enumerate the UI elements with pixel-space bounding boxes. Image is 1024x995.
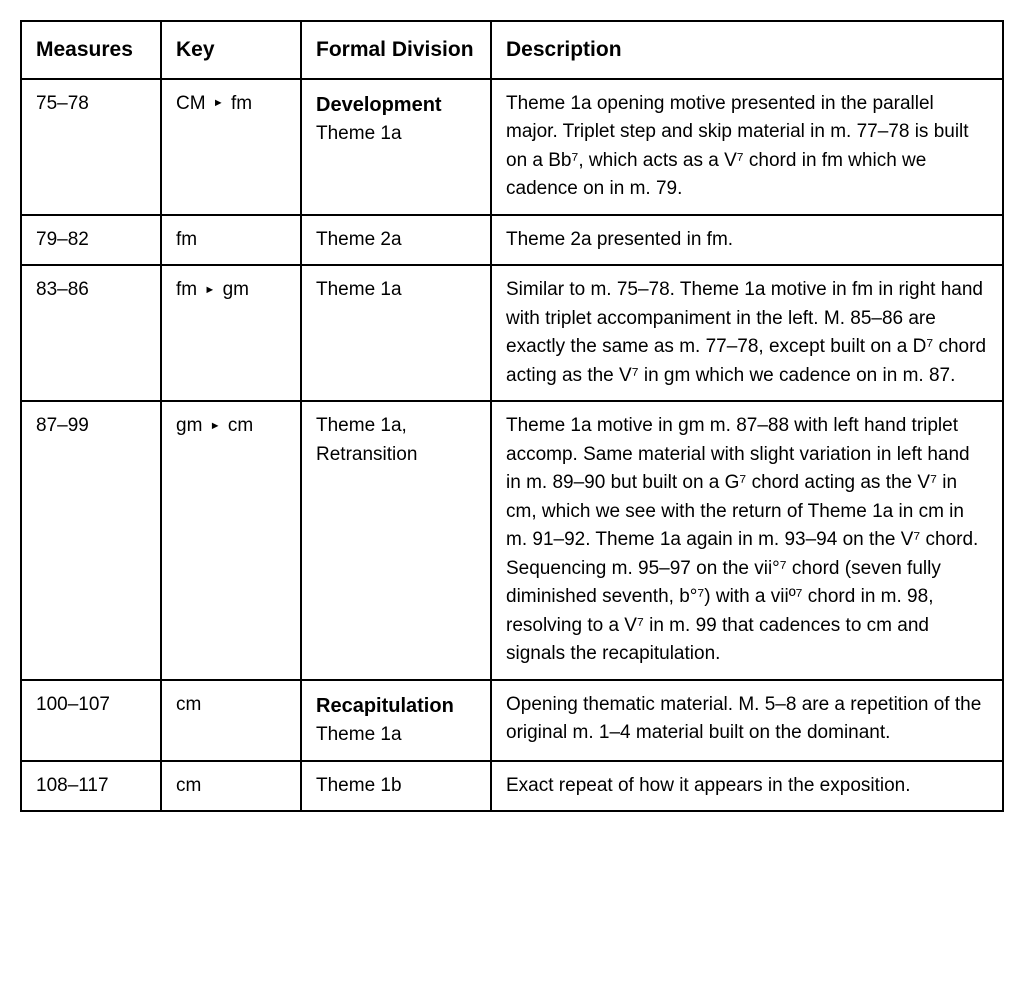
cell-description: Opening thematic material. M. 5–8 are a … <box>491 680 1003 761</box>
key-to: gm <box>223 279 249 300</box>
cell-formal: Development Theme 1a <box>301 79 491 215</box>
table-row: 75–78CM ► fmDevelopmentTheme 1aTheme 1a … <box>21 79 1003 215</box>
cell-description: Similar to m. 75–78. Theme 1a motive in … <box>491 265 1003 401</box>
formal-theme: Theme 1b <box>316 772 476 801</box>
cell-formal: Theme 1a, Retransition <box>301 401 491 680</box>
formal-section: Recapitulation <box>316 695 454 717</box>
table-body: 75–78CM ► fmDevelopmentTheme 1aTheme 1a … <box>21 79 1003 812</box>
cell-measures: 75–78 <box>21 79 161 215</box>
cell-measures: 79–82 <box>21 215 161 266</box>
cell-key: fm <box>161 215 301 266</box>
key-text: cm <box>176 694 201 715</box>
header-description: Description <box>491 21 1003 79</box>
formal-theme: Theme 1a <box>316 276 476 305</box>
arrow-icon: ► <box>204 282 215 299</box>
cell-formal: Recapitulation Theme 1a <box>301 680 491 761</box>
header-measures: Measures <box>21 21 161 79</box>
arrow-icon: ► <box>213 95 224 112</box>
table-row: 83–86fm ► gmTheme 1aSimilar to m. 75–78.… <box>21 265 1003 401</box>
key-text: cm <box>176 775 201 796</box>
header-formal: Formal Division <box>301 21 491 79</box>
formal-section: Development <box>316 94 442 116</box>
cell-key: gm ► cm <box>161 401 301 680</box>
key-from: CM <box>176 93 206 114</box>
cell-key: CM ► fm <box>161 79 301 215</box>
key-from: fm <box>176 279 197 300</box>
cell-measures: 83–86 <box>21 265 161 401</box>
table-row: 100–107 cm Recapitulation Theme 1a Opening t… <box>21 680 1003 761</box>
formal-theme: Theme 1a <box>316 120 476 149</box>
cell-key: cm <box>161 680 301 761</box>
cell-formal: Theme 1b <box>301 761 491 812</box>
table-row: 87–99gm ► cmTheme 1a, RetransitionTheme … <box>21 401 1003 680</box>
cell-formal: Theme 1a <box>301 265 491 401</box>
table-row: 79–82 fm Theme 2a Theme 2a presented in fm. <box>21 215 1003 266</box>
cell-measures: 108–117 <box>21 761 161 812</box>
cell-measures: 87–99 <box>21 401 161 680</box>
arrow-icon: ► <box>210 418 221 435</box>
table-header-row: Measures Key Formal Division Description <box>21 21 1003 79</box>
cell-formal: Theme 2a <box>301 215 491 266</box>
key-from: gm <box>176 415 202 436</box>
cell-measures: 100–107 <box>21 680 161 761</box>
formal-theme: Theme 1a, Retransition <box>316 412 476 469</box>
key-to: cm <box>228 415 253 436</box>
table-row: 108–117 cm Theme 1b Exact repeat of how it … <box>21 761 1003 812</box>
cell-description: Exact repeat of how it appears in the ex… <box>491 761 1003 812</box>
cell-key: fm ► gm <box>161 265 301 401</box>
cell-description: Theme 1a opening motive presented in the… <box>491 79 1003 215</box>
analysis-table: Measures Key Formal Division Description… <box>20 20 1004 812</box>
header-key: Key <box>161 21 301 79</box>
formal-theme: Theme 1a <box>316 721 476 750</box>
formal-theme: Theme 2a <box>316 226 476 255</box>
cell-key: cm <box>161 761 301 812</box>
key-to: fm <box>231 93 252 114</box>
cell-description: Theme 1a motive in gm m. 87–88 with left… <box>491 401 1003 680</box>
key-text: fm <box>176 229 197 250</box>
cell-description: Theme 2a presented in fm. <box>491 215 1003 266</box>
